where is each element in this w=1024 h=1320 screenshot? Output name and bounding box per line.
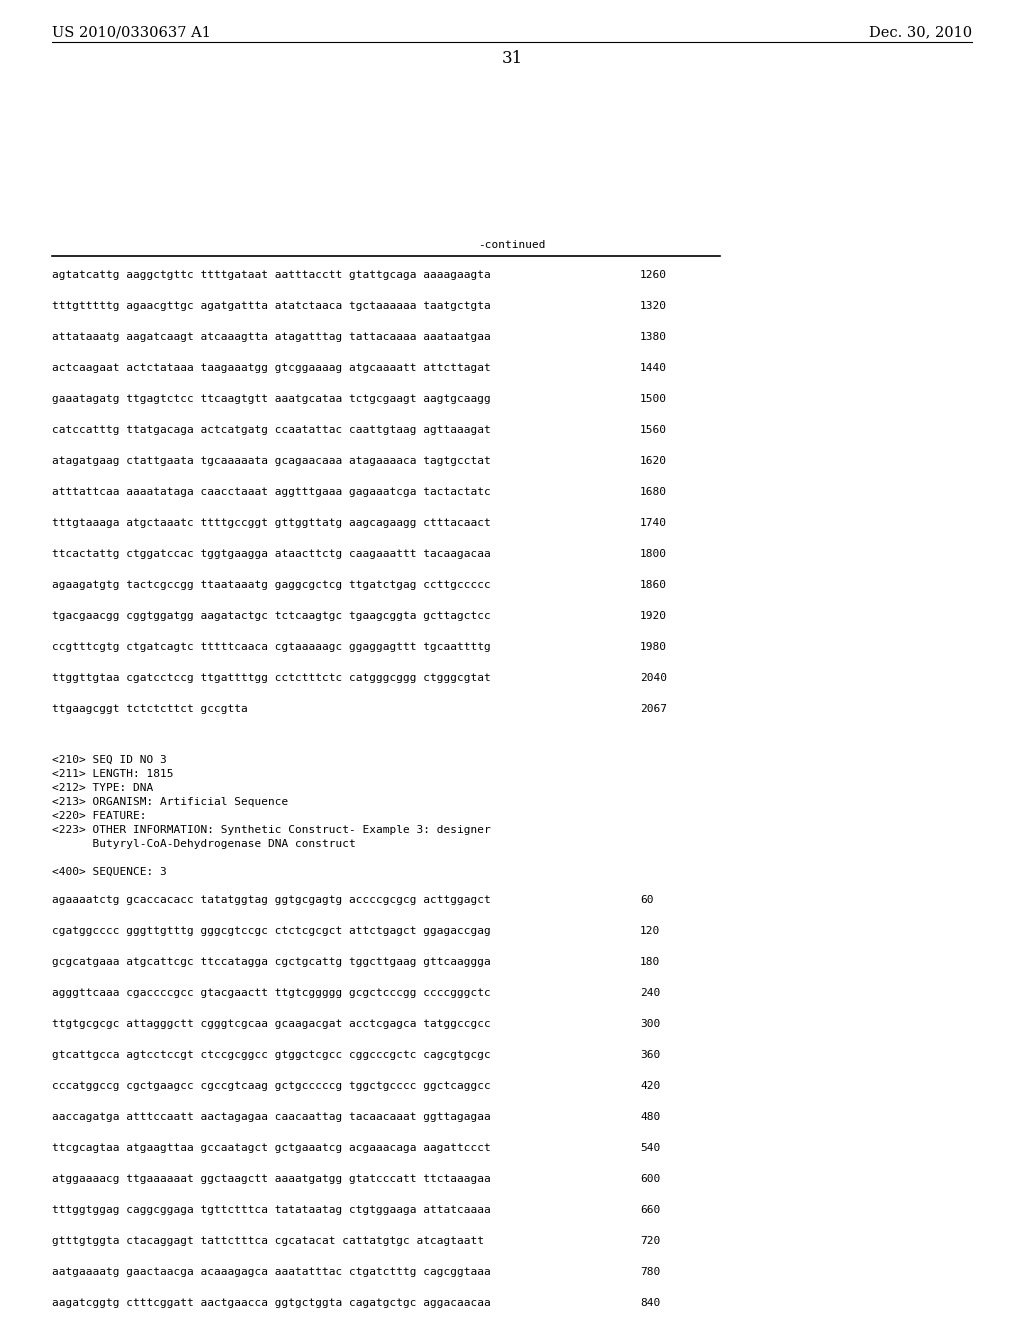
Text: gtttgtggta ctacaggagt tattctttca cgcatacat cattatgtgc atcagtaatt: gtttgtggta ctacaggagt tattctttca cgcatac…: [52, 1236, 484, 1246]
Text: Dec. 30, 2010: Dec. 30, 2010: [869, 25, 972, 40]
Text: tttgtaaaga atgctaaatc ttttgccggt gttggttatg aagcagaagg ctttacaact: tttgtaaaga atgctaaatc ttttgccggt gttggtt…: [52, 517, 490, 528]
Text: gaaatagatg ttgagtctcc ttcaagtgtt aaatgcataa tctgcgaagt aagtgcaagg: gaaatagatg ttgagtctcc ttcaagtgtt aaatgca…: [52, 393, 490, 404]
Text: attataaatg aagatcaagt atcaaagtta atagatttag tattacaaaa aaataatgaa: attataaatg aagatcaagt atcaaagtta atagatt…: [52, 333, 490, 342]
Text: 480: 480: [640, 1111, 660, 1122]
Text: Butyryl-CoA-Dehydrogenase DNA construct: Butyryl-CoA-Dehydrogenase DNA construct: [52, 840, 355, 849]
Text: 1320: 1320: [640, 301, 667, 312]
Text: 1800: 1800: [640, 549, 667, 558]
Text: 780: 780: [640, 1267, 660, 1276]
Text: 1440: 1440: [640, 363, 667, 374]
Text: tgacgaacgg cggtggatgg aagatactgc tctcaagtgc tgaagcggta gcttagctcc: tgacgaacgg cggtggatgg aagatactgc tctcaag…: [52, 611, 490, 620]
Text: 2040: 2040: [640, 673, 667, 682]
Text: <400> SEQUENCE: 3: <400> SEQUENCE: 3: [52, 867, 167, 876]
Text: 1740: 1740: [640, 517, 667, 528]
Text: 2067: 2067: [640, 704, 667, 714]
Text: aagatcggtg ctttcggatt aactgaacca ggtgctggta cagatgctgc aggacaacaa: aagatcggtg ctttcggatt aactgaacca ggtgctg…: [52, 1298, 490, 1308]
Text: agggttcaaa cgaccccgcc gtacgaactt ttgtcggggg gcgctcccgg ccccgggctc: agggttcaaa cgaccccgcc gtacgaactt ttgtcgg…: [52, 987, 490, 998]
Text: ttgaagcggt tctctcttct gccgtta: ttgaagcggt tctctcttct gccgtta: [52, 704, 248, 714]
Text: <223> OTHER INFORMATION: Synthetic Construct- Example 3: designer: <223> OTHER INFORMATION: Synthetic Const…: [52, 825, 490, 836]
Text: 540: 540: [640, 1143, 660, 1152]
Text: ttgtgcgcgc attagggctt cgggtcgcaa gcaagacgat acctcgagca tatggccgcc: ttgtgcgcgc attagggctt cgggtcgcaa gcaagac…: [52, 1019, 490, 1030]
Text: 840: 840: [640, 1298, 660, 1308]
Text: ttcactattg ctggatccac tggtgaagga ataacttctg caagaaattt tacaagacaa: ttcactattg ctggatccac tggtgaagga ataactt…: [52, 549, 490, 558]
Text: 120: 120: [640, 927, 660, 936]
Text: atggaaaacg ttgaaaaaat ggctaagctt aaaatgatgg gtatcccatt ttctaaagaa: atggaaaacg ttgaaaaaat ggctaagctt aaaatga…: [52, 1173, 490, 1184]
Text: 1680: 1680: [640, 487, 667, 498]
Text: <220> FEATURE:: <220> FEATURE:: [52, 810, 146, 821]
Text: aaccagatga atttccaatt aactagagaa caacaattag tacaacaaat ggttagagaa: aaccagatga atttccaatt aactagagaa caacaat…: [52, 1111, 490, 1122]
Text: 1260: 1260: [640, 271, 667, 280]
Text: 180: 180: [640, 957, 660, 968]
Text: 420: 420: [640, 1081, 660, 1092]
Text: agtatcattg aaggctgttc ttttgataat aatttacctt gtattgcaga aaaagaagta: agtatcattg aaggctgttc ttttgataat aatttac…: [52, 271, 490, 280]
Text: 660: 660: [640, 1205, 660, 1214]
Text: atagatgaag ctattgaata tgcaaaaata gcagaacaaa atagaaaaca tagtgcctat: atagatgaag ctattgaata tgcaaaaata gcagaac…: [52, 455, 490, 466]
Text: 240: 240: [640, 987, 660, 998]
Text: 1380: 1380: [640, 333, 667, 342]
Text: atttattcaa aaaatataga caacctaaat aggtttgaaa gagaaatcga tactactatc: atttattcaa aaaatataga caacctaaat aggtttg…: [52, 487, 490, 498]
Text: agaagatgtg tactcgccgg ttaataaatg gaggcgctcg ttgatctgag ccttgccccc: agaagatgtg tactcgccgg ttaataaatg gaggcgc…: [52, 579, 490, 590]
Text: 60: 60: [640, 895, 653, 906]
Text: US 2010/0330637 A1: US 2010/0330637 A1: [52, 25, 211, 40]
Text: 31: 31: [502, 50, 522, 67]
Text: 1500: 1500: [640, 393, 667, 404]
Text: tttggtggag caggcggaga tgttctttca tatataatag ctgtggaaga attatcaaaa: tttggtggag caggcggaga tgttctttca tatataa…: [52, 1205, 490, 1214]
Text: tttgtttttg agaacgttgc agatgattta atatctaaca tgctaaaaaa taatgctgta: tttgtttttg agaacgttgc agatgattta atatcta…: [52, 301, 490, 312]
Text: cgatggcccc gggttgtttg gggcgtccgc ctctcgcgct attctgagct ggagaccgag: cgatggcccc gggttgtttg gggcgtccgc ctctcgc…: [52, 927, 490, 936]
Text: 1860: 1860: [640, 579, 667, 590]
Text: 600: 600: [640, 1173, 660, 1184]
Text: catccatttg ttatgacaga actcatgatg ccaatattac caattgtaag agttaaagat: catccatttg ttatgacaga actcatgatg ccaatat…: [52, 425, 490, 436]
Text: aatgaaaatg gaactaacga acaaagagca aaatatttac ctgatctttg cagcggtaaa: aatgaaaatg gaactaacga acaaagagca aaatatt…: [52, 1267, 490, 1276]
Text: <213> ORGANISM: Artificial Sequence: <213> ORGANISM: Artificial Sequence: [52, 797, 288, 807]
Text: actcaagaat actctataaa taagaaatgg gtcggaaaag atgcaaaatt attcttagat: actcaagaat actctataaa taagaaatgg gtcggaa…: [52, 363, 490, 374]
Text: <210> SEQ ID NO 3: <210> SEQ ID NO 3: [52, 755, 167, 766]
Text: ttcgcagtaa atgaagttaa gccaatagct gctgaaatcg acgaaacaga aagattccct: ttcgcagtaa atgaagttaa gccaatagct gctgaaa…: [52, 1143, 490, 1152]
Text: <212> TYPE: DNA: <212> TYPE: DNA: [52, 783, 154, 793]
Text: -continued: -continued: [478, 240, 546, 249]
Text: ttggttgtaa cgatcctccg ttgattttgg cctctttctc catgggcggg ctgggcgtat: ttggttgtaa cgatcctccg ttgattttgg cctcttt…: [52, 673, 490, 682]
Text: gcgcatgaaa atgcattcgc ttccatagga cgctgcattg tggcttgaag gttcaaggga: gcgcatgaaa atgcattcgc ttccatagga cgctgca…: [52, 957, 490, 968]
Text: 1980: 1980: [640, 642, 667, 652]
Text: 1560: 1560: [640, 425, 667, 436]
Text: 300: 300: [640, 1019, 660, 1030]
Text: 720: 720: [640, 1236, 660, 1246]
Text: <211> LENGTH: 1815: <211> LENGTH: 1815: [52, 770, 173, 779]
Text: 360: 360: [640, 1049, 660, 1060]
Text: 1620: 1620: [640, 455, 667, 466]
Text: 1920: 1920: [640, 611, 667, 620]
Text: ccgtttcgtg ctgatcagtc tttttcaaca cgtaaaaagc ggaggagttt tgcaattttg: ccgtttcgtg ctgatcagtc tttttcaaca cgtaaaa…: [52, 642, 490, 652]
Text: agaaaatctg gcaccacacc tatatggtag ggtgcgagtg accccgcgcg acttggagct: agaaaatctg gcaccacacc tatatggtag ggtgcga…: [52, 895, 490, 906]
Text: cccatggccg cgctgaagcc cgccgtcaag gctgcccccg tggctgcccc ggctcaggcc: cccatggccg cgctgaagcc cgccgtcaag gctgccc…: [52, 1081, 490, 1092]
Text: gtcattgcca agtcctccgt ctccgcggcc gtggctcgcc cggcccgctc cagcgtgcgc: gtcattgcca agtcctccgt ctccgcggcc gtggctc…: [52, 1049, 490, 1060]
